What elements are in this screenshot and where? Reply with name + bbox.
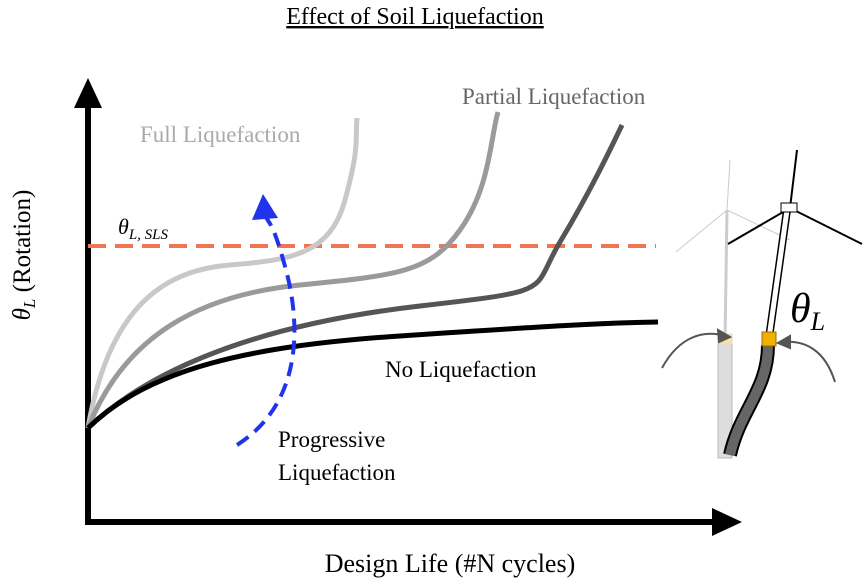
y-axis-arrow <box>74 78 102 108</box>
annotation-line: Progressive <box>278 427 385 452</box>
progressive-arrow <box>235 211 297 447</box>
x-axis-label: Design Life (#N cycles) <box>325 549 576 578</box>
rotation-label: θL <box>790 286 825 336</box>
symbol: θ <box>9 308 36 320</box>
threshold-label: θL, SLS <box>118 214 168 243</box>
partial-curve <box>85 111 501 429</box>
progressive-arrowhead <box>252 194 278 220</box>
full-curve <box>85 117 360 429</box>
partial-curve-2 <box>86 123 625 430</box>
turbine <box>723 149 863 457</box>
y-axis-label: θL (Rotation) <box>9 190 39 321</box>
partial-label: Partial Liquefaction <box>462 84 646 109</box>
symbol: θ <box>118 214 129 239</box>
x-axis-arrow <box>712 508 742 536</box>
no-liquefaction-curve <box>86 319 659 430</box>
text: (Rotation) <box>9 190 36 299</box>
none-label: No Liquefaction <box>385 357 537 382</box>
symbol: θ <box>790 286 811 332</box>
title: Effect of Soil Liquefaction <box>286 4 543 30</box>
subscript: L <box>20 299 39 309</box>
subscript: L, SLS <box>128 227 169 243</box>
subscript: L <box>810 307 825 336</box>
full-label: Full Liquefaction <box>140 122 301 147</box>
annotation-line: Liquefaction <box>278 460 396 485</box>
soil-arrows <box>661 328 836 383</box>
